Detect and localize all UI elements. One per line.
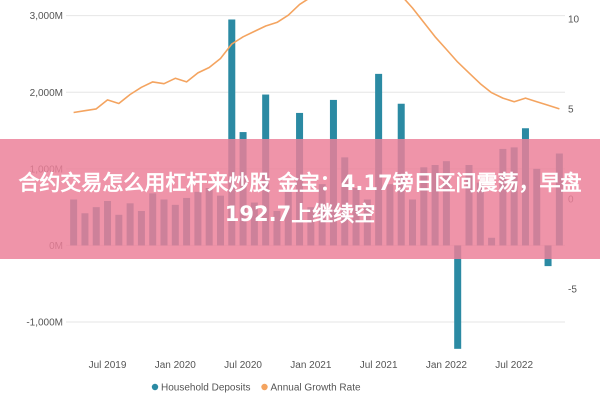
annual-growth-rate-line	[73, 0, 560, 114]
x-tick-label: Jul 2020	[224, 360, 262, 371]
headline-text: 合约交易怎么用杠杆来炒股 金宝：4.17镑日区间震荡，早盘192.7上继续空	[18, 171, 582, 226]
legend-marker-icon	[151, 383, 159, 391]
y-right-tick-label: 5	[568, 104, 574, 115]
y-right-tick-label: -5	[568, 285, 577, 296]
annual-growth-rate-polyline	[73, 0, 560, 114]
household-deposits-bar	[228, 19, 236, 246]
y-left-tick-label: -1,000M	[26, 318, 63, 329]
legend-label: Household Deposits	[161, 383, 251, 394]
headline-banner: 合约交易怎么用杠杆来炒股 金宝：4.17镑日区间震荡，早盘192.7上继续空	[0, 139, 600, 259]
household-deposits-bar	[454, 245, 462, 349]
legend-marker-icon	[261, 383, 268, 391]
x-tick-label: Jan 2021	[290, 360, 332, 371]
x-axis-ticks: Jul 2019 Jan 2020 Jul 2020 Jan 2021 Jul 2021…	[89, 360, 534, 371]
y-left-tick-label: 3,000M	[30, 11, 63, 22]
x-tick-label: Jan 2022	[426, 360, 468, 371]
x-tick-label: Jul 2022	[495, 360, 533, 371]
legend-label: Annual Growth Rate	[271, 383, 361, 394]
y-right-tick-label: 10	[568, 14, 580, 25]
x-tick-label: Jul 2019	[89, 360, 127, 371]
legend: Household Deposits Annual Growth Rate	[151, 383, 361, 394]
x-tick-label: Jan 2020	[155, 360, 197, 371]
y-left-tick-label: 2,000M	[30, 88, 63, 99]
x-tick-label: Jul 2021	[360, 360, 398, 371]
